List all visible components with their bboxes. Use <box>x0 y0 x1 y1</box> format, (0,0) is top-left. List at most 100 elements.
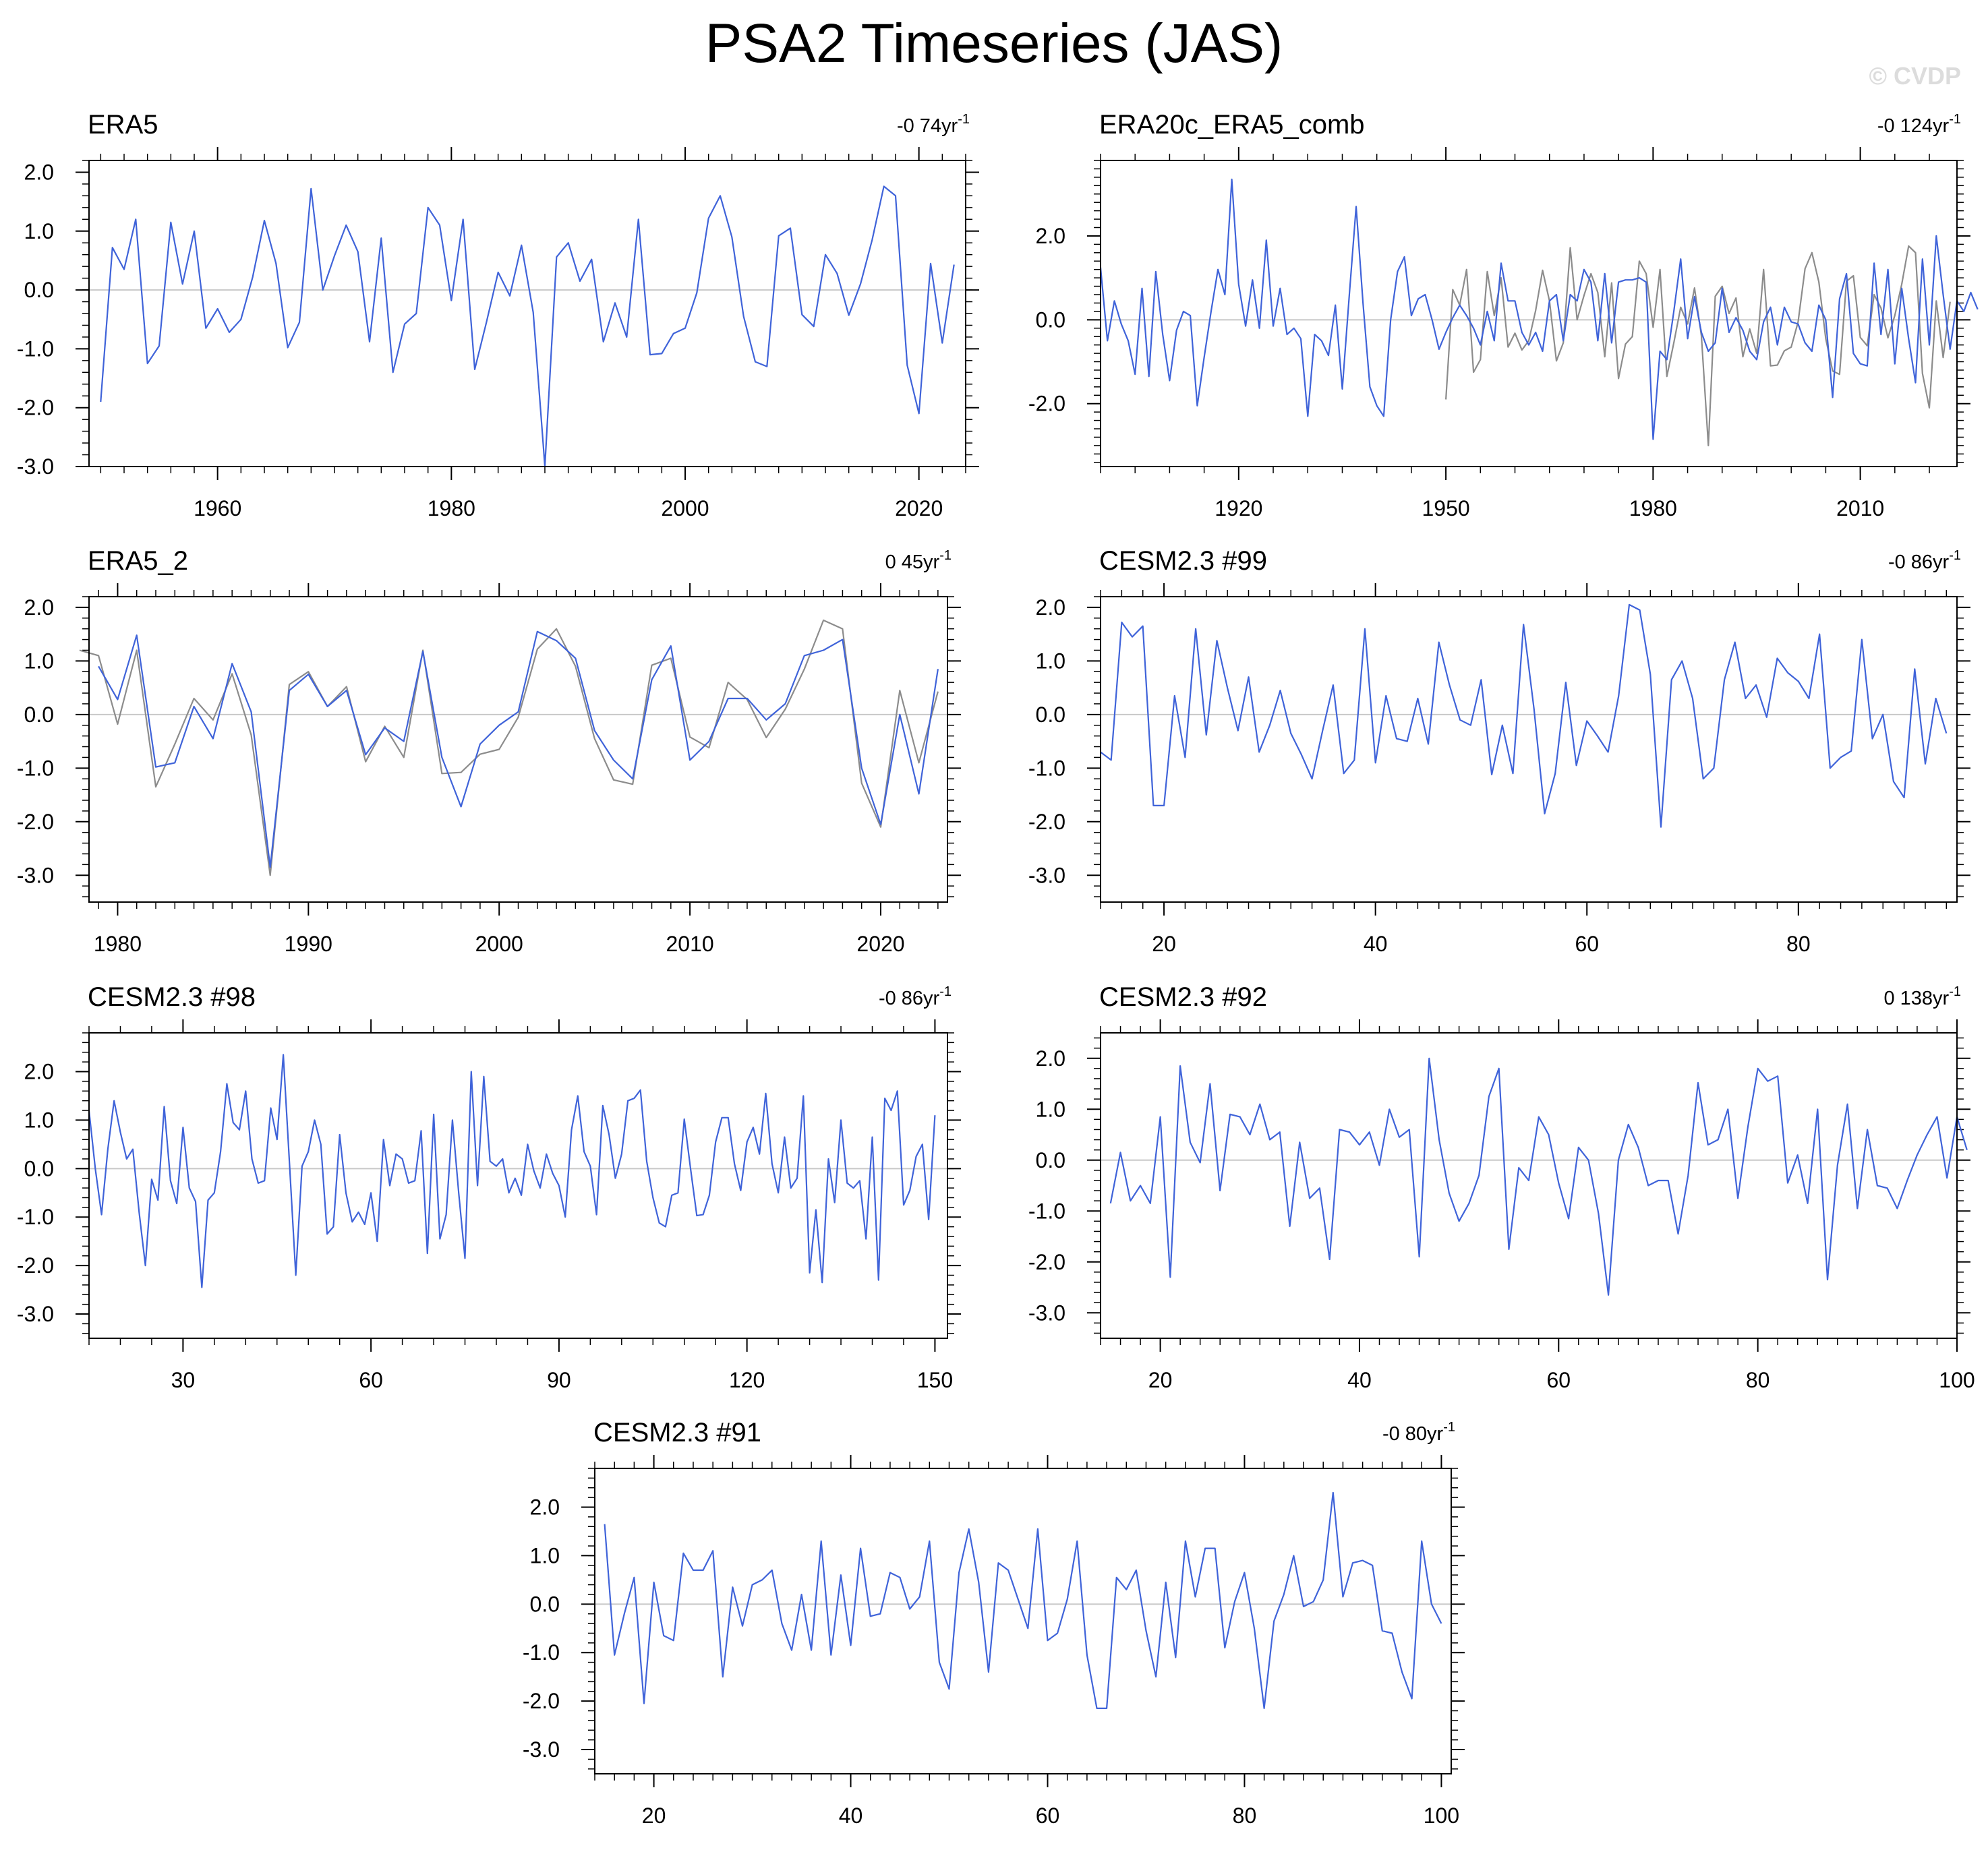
trend-exponent: -1 <box>939 548 952 563</box>
x-tick-label: 2010 <box>666 932 714 956</box>
x-tick-label: 1920 <box>1215 496 1262 520</box>
y-tick-label: -2.0 <box>523 1689 560 1713</box>
chart-panel: -3.0 -2.0 -1.0 0.0 1.0 2.0 1960 1980 2000 2020 ERA… <box>17 110 979 520</box>
plot-frame <box>88 596 948 903</box>
x-tick-label: 40 <box>1364 932 1388 956</box>
y-tick-label: -3.0 <box>17 1302 54 1326</box>
y-tick-label: 1.0 <box>24 219 54 243</box>
trend-exponent: -1 <box>1949 548 1961 563</box>
y-tick-label: 2.0 <box>24 1060 54 1084</box>
x-tick-label: 20 <box>642 1803 666 1828</box>
x-tick-label: 1950 <box>1422 496 1470 520</box>
x-tick-label: 2020 <box>895 496 943 520</box>
y-tick-label: -3.0 <box>1028 1301 1065 1325</box>
series-line-blue <box>1100 603 1948 828</box>
chart-panel: -2.0 0.0 2.0 1920 1950 1980 2010 ERA20c_ERA5_co… <box>1028 110 1979 520</box>
y-tick-label: 0.0 <box>1036 1148 1065 1172</box>
y-tick-label: -1.0 <box>1028 1199 1065 1223</box>
series-line-gray <box>1445 245 1951 447</box>
series-line-blue <box>604 1491 1442 1709</box>
plot-frame <box>1100 160 1958 467</box>
chart-panel: -3.0 -2.0 -1.0 0.0 1.0 2.0 1980 1990 2000 2010 202… <box>17 546 961 956</box>
trend-exponent: -1 <box>1443 1420 1455 1435</box>
series-line-blue <box>1109 1057 1968 1296</box>
y-tick-label: -2.0 <box>17 396 54 420</box>
x-tick-label: 40 <box>1347 1368 1372 1392</box>
main-title: PSA2 Timeseries (JAS) <box>705 13 1283 74</box>
chart-panel: -3.0 -2.0 -1.0 0.0 1.0 2.0 20 40 60 80 100 CESM2.3 … <box>1028 982 1975 1392</box>
y-tick-label: -2.0 <box>17 810 54 834</box>
panel-title: ERA5_2 <box>88 546 188 576</box>
y-tick-label: -1.0 <box>1028 756 1065 780</box>
y-tick-label: 2.0 <box>24 160 54 184</box>
trend-exponent: -1 <box>958 112 970 127</box>
x-tick-label: 150 <box>917 1368 953 1392</box>
y-tick-label: 0.0 <box>24 703 54 727</box>
x-tick-label: 80 <box>1786 932 1811 956</box>
y-tick-label: 2.0 <box>1036 595 1065 620</box>
x-tick-label: 100 <box>1424 1803 1459 1828</box>
y-tick-label: -1.0 <box>17 336 54 361</box>
x-tick-label: 2010 <box>1836 496 1884 520</box>
trend-exponent: -1 <box>1949 984 1961 999</box>
y-tick-label: -1.0 <box>17 1205 54 1229</box>
y-tick-label: 2.0 <box>1036 224 1065 248</box>
x-tick-label: 60 <box>359 1368 383 1392</box>
plot-frame <box>88 1032 948 1339</box>
y-tick-label: 1.0 <box>24 1108 54 1132</box>
x-tick-label: 60 <box>1547 1368 1571 1392</box>
trend-label: 0 45yr-1 <box>885 548 952 573</box>
panel-title: ERA5 <box>88 110 158 140</box>
y-tick-label: 0.0 <box>24 278 54 302</box>
x-tick-label: 80 <box>1233 1803 1257 1828</box>
y-tick-label: -2.0 <box>1028 810 1065 834</box>
x-tick-label: 1980 <box>94 932 142 956</box>
y-tick-label: 2.0 <box>24 595 54 620</box>
trend-label: -0 74yr-1 <box>897 112 970 137</box>
x-tick-label: 80 <box>1746 1368 1770 1392</box>
x-tick-label: 2000 <box>661 496 709 520</box>
plot-frame <box>594 1468 1452 1774</box>
plot-frame <box>1100 596 1958 903</box>
watermark: © CVDP <box>1869 62 1961 90</box>
trend-exponent: -1 <box>1949 112 1961 127</box>
x-tick-label: 1990 <box>285 932 332 956</box>
panel-title: CESM2.3 #99 <box>1099 546 1267 576</box>
series-line-blue <box>88 1054 936 1288</box>
y-tick-label: 0.0 <box>1036 307 1065 332</box>
chart-panel: -3.0 -2.0 -1.0 0.0 1.0 2.0 20 40 60 80 100 CESM2.3 … <box>523 1418 1465 1828</box>
series-line-blue <box>98 630 939 868</box>
x-tick-label: 1980 <box>1629 496 1677 520</box>
y-tick-label: 1.0 <box>1036 649 1065 673</box>
panel-title: CESM2.3 #92 <box>1099 982 1267 1012</box>
x-tick-label: 2020 <box>856 932 904 956</box>
y-tick-label: -3.0 <box>523 1737 560 1762</box>
x-tick-label: 90 <box>547 1368 571 1392</box>
x-tick-label: 60 <box>1036 1803 1060 1828</box>
trend-label: -0 86yr-1 <box>1888 548 1961 573</box>
y-tick-label: 0.0 <box>530 1592 560 1616</box>
series-line-gray <box>79 619 939 876</box>
x-tick-label: 60 <box>1575 932 1599 956</box>
y-tick-label: -2.0 <box>17 1253 54 1278</box>
trend-label: 0 138yr-1 <box>1883 984 1961 1009</box>
y-tick-label: 1.0 <box>24 649 54 673</box>
x-tick-label: 20 <box>1148 1368 1173 1392</box>
y-tick-label: -3.0 <box>1028 863 1065 887</box>
chart-panel: -3.0 -2.0 -1.0 0.0 1.0 2.0 20 40 60 80 CESM2.3 #99… <box>1028 546 1970 956</box>
x-tick-label: 20 <box>1152 932 1176 956</box>
trend-exponent: -1 <box>939 984 952 999</box>
y-tick-label: 1.0 <box>1036 1097 1065 1121</box>
plot-frame <box>1100 1032 1958 1339</box>
x-tick-label: 2000 <box>475 932 523 956</box>
y-tick-label: -2.0 <box>1028 1250 1065 1274</box>
y-tick-label: -3.0 <box>17 863 54 887</box>
x-tick-label: 100 <box>1939 1368 1975 1392</box>
y-tick-label: 1.0 <box>530 1543 560 1567</box>
plot-frame <box>88 160 966 467</box>
trend-label: -0 80yr-1 <box>1382 1420 1455 1445</box>
y-tick-label: 0.0 <box>24 1156 54 1181</box>
panel-title: CESM2.3 #98 <box>88 982 256 1012</box>
chart-panel: -3.0 -2.0 -1.0 0.0 1.0 2.0 30 60 90 120 150 CESM2.3… <box>17 982 961 1392</box>
